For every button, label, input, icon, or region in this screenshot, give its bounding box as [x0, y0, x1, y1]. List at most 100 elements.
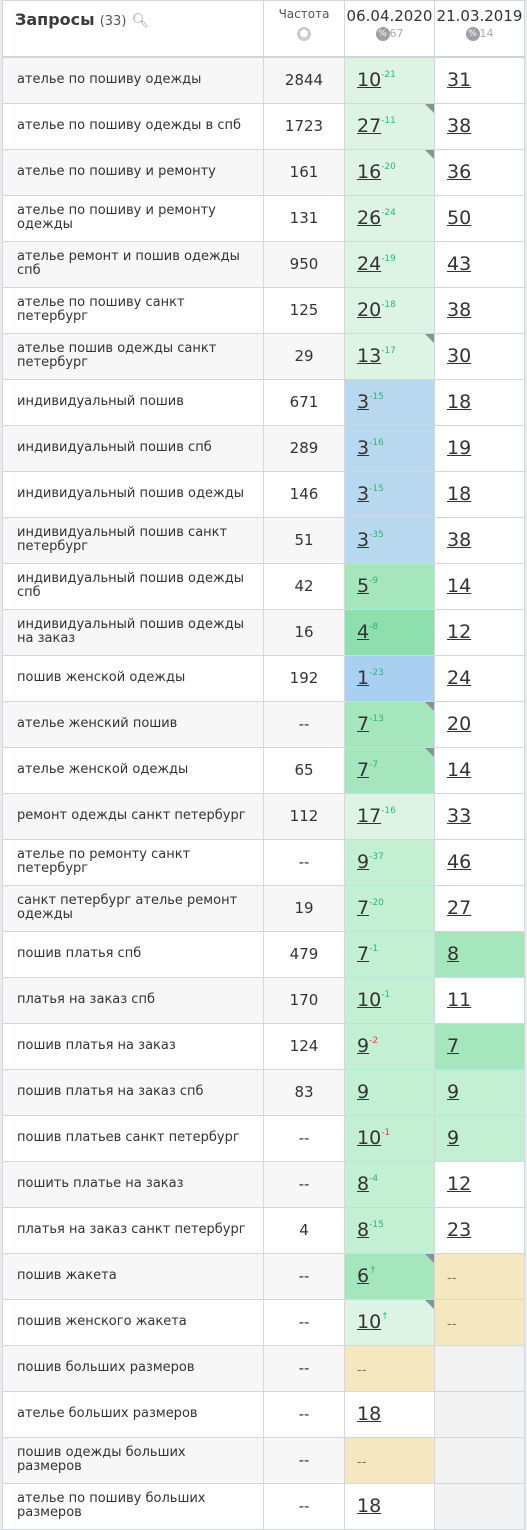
position-link[interactable]: 10 [357, 1127, 382, 1149]
position-link[interactable]: 7 [357, 759, 370, 781]
position-link[interactable]: 11 [447, 989, 472, 1011]
position-link[interactable]: 7 [447, 1035, 460, 1057]
query-cell: пошив платья спб [2, 930, 264, 978]
position-link[interactable]: 18 [357, 1495, 382, 1517]
position-link[interactable]: 3 [357, 437, 370, 459]
position-link[interactable]: 24 [447, 667, 472, 689]
query-cell: ателье по пошиву и ремонту одежды [2, 194, 264, 242]
position-link[interactable]: 10 [357, 69, 382, 92]
position-link[interactable]: 23 [447, 1219, 472, 1241]
position-link[interactable]: 43 [447, 253, 472, 275]
position-link[interactable]: 38 [447, 299, 472, 321]
position-link[interactable]: 3 [357, 529, 370, 551]
position-link[interactable]: 12 [447, 1173, 472, 1195]
position-cell-date2: 24 [434, 654, 525, 702]
no-data-dash: -- [357, 1455, 367, 1470]
position-link[interactable]: 46 [447, 851, 472, 873]
table-row: ателье пошив одежды санкт петербург 29 13-… [2, 332, 525, 380]
position-cell-date1: 8-15 [344, 1206, 435, 1254]
position-cell-date1: 16-20 [344, 148, 435, 196]
position-link[interactable]: 30 [447, 345, 472, 367]
position-link[interactable]: 9 [447, 1081, 460, 1103]
position-link[interactable]: 8 [357, 1219, 370, 1241]
position-cell-date1: 3-35 [344, 516, 435, 564]
query-cell: ателье по пошиву санкт петербург [2, 286, 264, 334]
position-cell-date1: 6↑ [344, 1252, 435, 1300]
frequency-cell: -- [263, 1160, 345, 1208]
position-change: ↑ [369, 1265, 377, 1276]
corner-marker-icon [425, 103, 434, 113]
column-header-queries[interactable]: Запросы (33) 🔍︎ [2, 0, 264, 58]
position-cell-date1: 10-1 [344, 1114, 435, 1162]
position-link[interactable]: 38 [447, 115, 472, 137]
position-link[interactable]: 38 [447, 529, 472, 551]
query-cell: ателье ремонт и пошив одежды спб [2, 240, 264, 288]
position-change: -1 [381, 989, 391, 1000]
position-cell-date1: 18 [344, 1390, 435, 1438]
position-link[interactable]: 10 [357, 989, 382, 1011]
position-link[interactable]: 7 [357, 713, 370, 735]
position-link[interactable]: 16 [357, 161, 382, 183]
column-header-date1[interactable]: 06.04.2020 % 67 [344, 0, 435, 58]
position-link[interactable]: 7 [357, 897, 370, 919]
position-link[interactable]: 50 [447, 207, 472, 229]
position-link[interactable]: 27 [447, 897, 472, 919]
position-link[interactable]: 17 [357, 805, 382, 827]
position-link[interactable]: 6 [357, 1265, 370, 1287]
position-link[interactable]: 9 [357, 851, 370, 873]
query-cell: платья на заказ спб [2, 976, 264, 1024]
position-link[interactable]: 13 [357, 345, 382, 367]
position-link[interactable]: 14 [447, 575, 472, 597]
position-link[interactable]: 27 [357, 115, 382, 137]
position-link[interactable]: 1 [357, 667, 370, 689]
position-link[interactable]: 7 [357, 943, 370, 965]
position-cell-date2 [434, 1344, 525, 1392]
position-cell-date2: 18 [434, 470, 525, 518]
column-header-date2[interactable]: 21.03.2019 % 14 [434, 0, 525, 58]
position-link[interactable]: 20 [357, 299, 382, 321]
position-link[interactable]: 18 [357, 1403, 382, 1425]
query-cell: пошить платье на заказ [2, 1160, 264, 1208]
position-cell-date2: 46 [434, 838, 525, 886]
position-link[interactable]: 5 [357, 575, 370, 597]
date2-percent: 14 [479, 27, 494, 40]
position-cell-date2: 18 [434, 378, 525, 426]
position-change: -37 [369, 851, 384, 862]
position-link[interactable]: 19 [447, 437, 472, 459]
position-cell-date1: 20-18 [344, 286, 435, 334]
query-cell: ателье пошив одежды санкт петербург [2, 332, 264, 380]
frequency-cell: 42 [263, 562, 345, 610]
position-link[interactable]: 9 [447, 1127, 460, 1149]
table-row: индивидуальный пошив одежды 146 3-15 18 [2, 470, 525, 518]
position-link[interactable]: 33 [447, 805, 472, 827]
position-link[interactable]: 8 [447, 943, 460, 965]
position-link[interactable]: 4 [357, 621, 370, 643]
position-link[interactable]: 14 [447, 759, 472, 781]
position-link[interactable]: 10 [357, 1311, 382, 1333]
position-link[interactable]: 8 [357, 1173, 370, 1195]
position-cell-date2: 20 [434, 700, 525, 748]
search-icon[interactable]: 🔍︎ [131, 13, 150, 29]
frequency-cell: 170 [263, 976, 345, 1024]
position-cell-date2: 33 [434, 792, 525, 840]
position-link[interactable]: 3 [357, 391, 370, 413]
position-cell-date1: 9-37 [344, 838, 435, 886]
position-link[interactable]: 12 [447, 621, 472, 643]
position-link[interactable]: 20 [447, 713, 472, 735]
position-link[interactable]: 31 [447, 69, 472, 92]
position-link[interactable]: 3 [357, 483, 370, 505]
position-cell-date2: 12 [434, 1160, 525, 1208]
position-link[interactable]: 18 [447, 483, 472, 505]
position-change: -7 [369, 759, 379, 770]
query-cell: ателье по ремонту санкт петербург [2, 838, 264, 886]
position-link[interactable]: 9 [357, 1081, 370, 1103]
position-link[interactable]: 18 [447, 391, 472, 413]
position-link[interactable]: 26 [357, 207, 382, 229]
position-change: -2 [369, 1035, 379, 1046]
position-link[interactable]: 24 [357, 253, 382, 275]
position-link[interactable]: 9 [357, 1035, 370, 1057]
position-change: -15 [369, 1219, 384, 1230]
position-link[interactable]: 36 [447, 161, 472, 183]
column-header-frequency[interactable]: Частота ● [263, 0, 345, 58]
position-cell-date1: 10-21 [344, 56, 435, 104]
